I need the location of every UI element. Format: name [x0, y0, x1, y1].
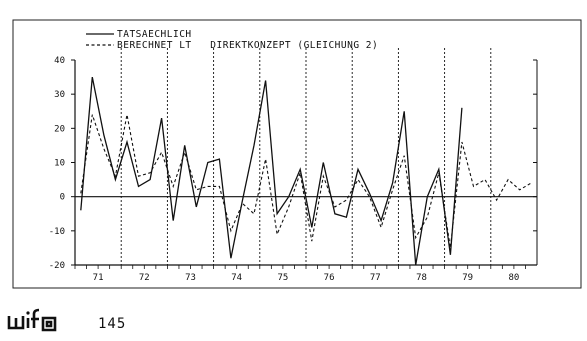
logo-text: wifo — [6, 308, 9, 309]
year-separator-lines — [120, 48, 492, 265]
x-tick-label: 71 — [93, 273, 104, 283]
x-tick-labels: 71 72 73 74 75 76 77 78 79 80 — [93, 273, 520, 283]
x-tick-label: 72 — [139, 273, 150, 283]
series-lines — [80, 76, 532, 266]
x-tick-label: 73 — [185, 273, 196, 283]
y-tick-label: -20 — [49, 261, 65, 271]
y-tick-labels: 40 30 20 10 0 -10 -20 — [49, 56, 65, 271]
y-tick-label: 10 — [54, 159, 65, 169]
axes — [71, 59, 538, 269]
x-tick-label: 75 — [277, 273, 288, 283]
series-line-actual — [80, 76, 463, 266]
legend: TATSAECHLICH BERECHNET LT DIREKTKONZEPT … — [86, 29, 378, 51]
legend-label-actual: TATSAECHLICH — [117, 29, 192, 40]
figure-frame — [12, 19, 582, 289]
y-tick-label: -10 — [49, 227, 65, 237]
x-tick-label: 80 — [508, 273, 519, 283]
x-tick-label: 78 — [416, 273, 427, 283]
wifo-logo: wifo — [6, 308, 57, 332]
x-tick-label: 74 — [231, 273, 242, 283]
page-number: 145 — [98, 316, 127, 332]
x-tick-label: 77 — [370, 273, 381, 283]
y-tick-label: 30 — [54, 90, 65, 100]
x-tick-label: 79 — [462, 273, 473, 283]
y-tick-label: 0 — [60, 193, 65, 203]
legend-label-computed: BERECHNET LT DIREKTKONZEPT (GLEICHUNG 2) — [117, 40, 378, 51]
y-tick-label: 20 — [54, 124, 65, 134]
series-line-computed — [80, 114, 532, 248]
x-tick-label: 76 — [324, 273, 335, 283]
y-tick-label: 40 — [54, 56, 65, 66]
